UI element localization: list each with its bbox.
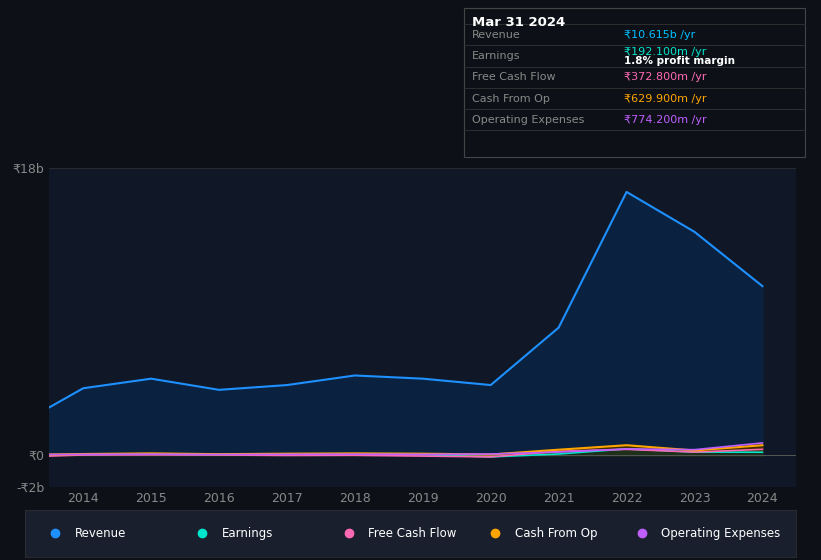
Text: ₹629.900m /yr: ₹629.900m /yr [624, 94, 706, 104]
Text: Operating Expenses: Operating Expenses [472, 115, 585, 125]
Text: ₹372.800m /yr: ₹372.800m /yr [624, 72, 706, 82]
Text: Revenue: Revenue [472, 30, 521, 40]
Text: ₹192.100m /yr: ₹192.100m /yr [624, 47, 706, 57]
Text: Revenue: Revenue [75, 527, 126, 540]
Text: Operating Expenses: Operating Expenses [662, 527, 781, 540]
Text: ₹774.200m /yr: ₹774.200m /yr [624, 115, 707, 125]
Text: Cash From Op: Cash From Op [515, 527, 597, 540]
Text: Earnings: Earnings [472, 51, 521, 61]
Text: Cash From Op: Cash From Op [472, 94, 550, 104]
Text: Mar 31 2024: Mar 31 2024 [472, 16, 566, 29]
Text: Free Cash Flow: Free Cash Flow [368, 527, 456, 540]
Text: 1.8% profit margin: 1.8% profit margin [624, 56, 735, 66]
Text: Free Cash Flow: Free Cash Flow [472, 72, 556, 82]
Text: Earnings: Earnings [222, 527, 273, 540]
Text: ₹10.615b /yr: ₹10.615b /yr [624, 30, 695, 40]
